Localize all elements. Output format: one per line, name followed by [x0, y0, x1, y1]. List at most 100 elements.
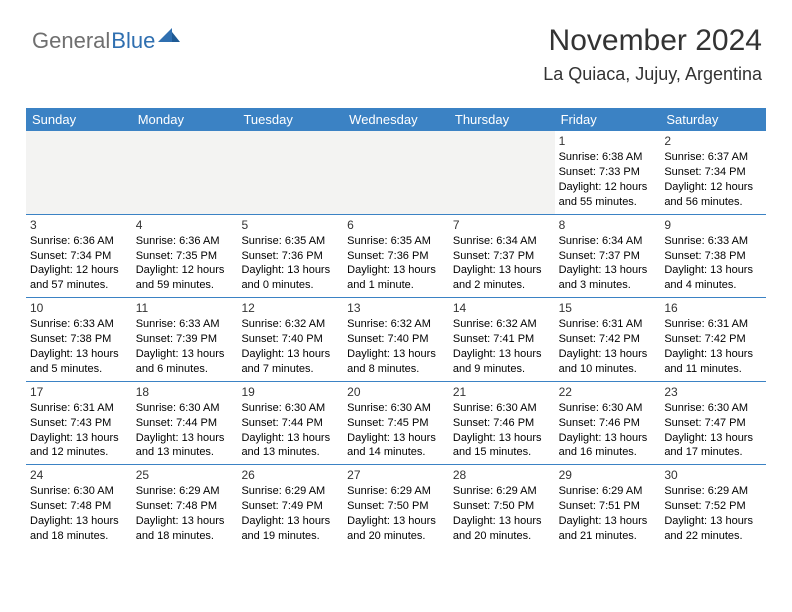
- day-detail: Sunrise: 6:34 AM: [453, 234, 551, 249]
- day-detail: Sunset: 7:34 PM: [664, 165, 762, 180]
- day-detail: Sunset: 7:40 PM: [241, 332, 339, 347]
- day-detail: Daylight: 13 hours: [241, 514, 339, 529]
- day-detail: and 13 minutes.: [241, 445, 339, 460]
- day-number: 15: [559, 300, 657, 316]
- day-detail: Daylight: 13 hours: [453, 514, 551, 529]
- day-detail: Sunrise: 6:31 AM: [559, 317, 657, 332]
- day-number: 10: [30, 300, 128, 316]
- day-detail: Sunset: 7:33 PM: [559, 165, 657, 180]
- day-detail: and 20 minutes.: [453, 529, 551, 544]
- day-detail: Sunrise: 6:33 AM: [30, 317, 128, 332]
- day-detail: Sunrise: 6:30 AM: [241, 401, 339, 416]
- day-number: 13: [347, 300, 445, 316]
- day-detail: Sunset: 7:35 PM: [136, 249, 234, 264]
- day-cell: 23Sunrise: 6:30 AMSunset: 7:47 PMDayligh…: [660, 382, 766, 465]
- day-cell: 11Sunrise: 6:33 AMSunset: 7:39 PMDayligh…: [132, 298, 238, 381]
- day-detail: and 20 minutes.: [347, 529, 445, 544]
- day-detail: Sunrise: 6:29 AM: [559, 484, 657, 499]
- day-cell: 15Sunrise: 6:31 AMSunset: 7:42 PMDayligh…: [555, 298, 661, 381]
- day-detail: and 3 minutes.: [559, 278, 657, 293]
- logo-text-general: General: [32, 28, 110, 54]
- day-detail: Daylight: 13 hours: [347, 347, 445, 362]
- day-detail: Sunset: 7:34 PM: [30, 249, 128, 264]
- day-detail: Daylight: 13 hours: [559, 431, 657, 446]
- day-detail: Daylight: 13 hours: [559, 514, 657, 529]
- day-number: 24: [30, 467, 128, 483]
- day-detail: Sunrise: 6:36 AM: [136, 234, 234, 249]
- day-header: Saturday: [660, 108, 766, 131]
- day-detail: Sunrise: 6:33 AM: [664, 234, 762, 249]
- day-detail: Sunset: 7:37 PM: [453, 249, 551, 264]
- day-detail: Sunset: 7:42 PM: [559, 332, 657, 347]
- day-cell: [132, 131, 238, 214]
- week-row: 3Sunrise: 6:36 AMSunset: 7:34 PMDaylight…: [26, 214, 766, 298]
- day-cell: [449, 131, 555, 214]
- day-detail: Daylight: 13 hours: [347, 431, 445, 446]
- day-number: 8: [559, 217, 657, 233]
- weeks-container: 1Sunrise: 6:38 AMSunset: 7:33 PMDaylight…: [26, 131, 766, 548]
- day-cell: 14Sunrise: 6:32 AMSunset: 7:41 PMDayligh…: [449, 298, 555, 381]
- day-cell: 26Sunrise: 6:29 AMSunset: 7:49 PMDayligh…: [237, 465, 343, 548]
- day-detail: Sunrise: 6:37 AM: [664, 150, 762, 165]
- day-detail: Sunset: 7:44 PM: [136, 416, 234, 431]
- day-detail: Sunrise: 6:29 AM: [347, 484, 445, 499]
- day-number: 6: [347, 217, 445, 233]
- day-detail: and 59 minutes.: [136, 278, 234, 293]
- day-number: 12: [241, 300, 339, 316]
- day-detail: Daylight: 13 hours: [136, 514, 234, 529]
- day-detail: Sunset: 7:50 PM: [347, 499, 445, 514]
- day-number: 16: [664, 300, 762, 316]
- day-detail: Sunset: 7:49 PM: [241, 499, 339, 514]
- day-detail: and 17 minutes.: [664, 445, 762, 460]
- day-detail: Sunrise: 6:35 AM: [347, 234, 445, 249]
- day-number: 22: [559, 384, 657, 400]
- day-detail: Sunrise: 6:29 AM: [136, 484, 234, 499]
- day-detail: Daylight: 13 hours: [241, 263, 339, 278]
- day-detail: and 11 minutes.: [664, 362, 762, 377]
- day-detail: Daylight: 13 hours: [136, 347, 234, 362]
- day-detail: Daylight: 13 hours: [30, 514, 128, 529]
- day-detail: Daylight: 13 hours: [453, 347, 551, 362]
- day-detail: Sunset: 7:36 PM: [241, 249, 339, 264]
- day-number: 11: [136, 300, 234, 316]
- week-row: 1Sunrise: 6:38 AMSunset: 7:33 PMDaylight…: [26, 131, 766, 214]
- day-cell: 3Sunrise: 6:36 AMSunset: 7:34 PMDaylight…: [26, 215, 132, 298]
- day-number: 1: [559, 133, 657, 149]
- day-detail: and 12 minutes.: [30, 445, 128, 460]
- day-header: Wednesday: [343, 108, 449, 131]
- day-header: Sunday: [26, 108, 132, 131]
- day-number: 18: [136, 384, 234, 400]
- day-detail: and 55 minutes.: [559, 195, 657, 210]
- day-detail: Sunset: 7:41 PM: [453, 332, 551, 347]
- day-detail: Daylight: 13 hours: [347, 514, 445, 529]
- day-detail: and 22 minutes.: [664, 529, 762, 544]
- day-detail: Sunset: 7:48 PM: [30, 499, 128, 514]
- day-detail: and 5 minutes.: [30, 362, 128, 377]
- day-detail: Sunrise: 6:31 AM: [30, 401, 128, 416]
- day-detail: Sunrise: 6:29 AM: [664, 484, 762, 499]
- day-number: 9: [664, 217, 762, 233]
- day-detail: Sunset: 7:50 PM: [453, 499, 551, 514]
- month-title: November 2024: [543, 24, 762, 58]
- calendar-grid: SundayMondayTuesdayWednesdayThursdayFrid…: [26, 108, 766, 548]
- day-cell: [26, 131, 132, 214]
- day-detail: Sunrise: 6:36 AM: [30, 234, 128, 249]
- day-detail: and 10 minutes.: [559, 362, 657, 377]
- day-detail: Daylight: 13 hours: [136, 431, 234, 446]
- day-detail: Sunrise: 6:35 AM: [241, 234, 339, 249]
- location-subtitle: La Quiaca, Jujuy, Argentina: [543, 64, 762, 85]
- day-detail: Sunset: 7:36 PM: [347, 249, 445, 264]
- day-detail: and 1 minute.: [347, 278, 445, 293]
- day-number: 30: [664, 467, 762, 483]
- day-detail: and 18 minutes.: [30, 529, 128, 544]
- day-detail: Sunset: 7:38 PM: [664, 249, 762, 264]
- day-detail: Daylight: 13 hours: [347, 263, 445, 278]
- day-header-row: SundayMondayTuesdayWednesdayThursdayFrid…: [26, 108, 766, 131]
- day-detail: Sunset: 7:42 PM: [664, 332, 762, 347]
- day-detail: Daylight: 13 hours: [30, 431, 128, 446]
- day-detail: and 14 minutes.: [347, 445, 445, 460]
- day-detail: Sunrise: 6:30 AM: [347, 401, 445, 416]
- day-number: 23: [664, 384, 762, 400]
- day-detail: Sunrise: 6:32 AM: [347, 317, 445, 332]
- day-detail: Daylight: 12 hours: [136, 263, 234, 278]
